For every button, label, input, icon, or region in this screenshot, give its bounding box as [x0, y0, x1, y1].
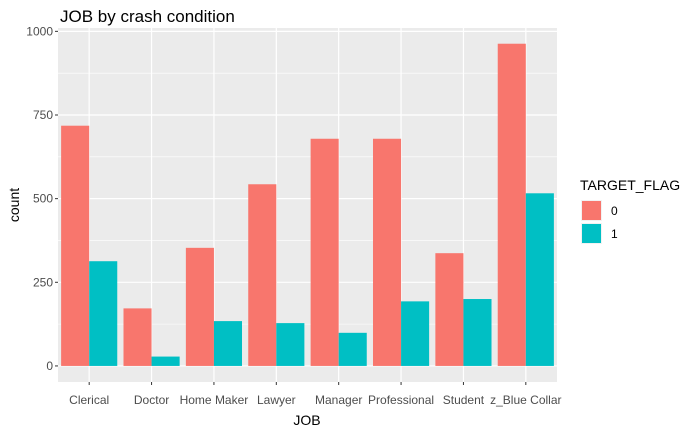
x-tick-label: Lawyer	[257, 393, 296, 407]
bar-student-series-0	[435, 253, 464, 366]
x-tick-label: Student	[443, 393, 485, 407]
bar-doctor-series-1	[151, 356, 180, 366]
legend-swatch-1	[582, 224, 601, 243]
legend-label-0: 0	[611, 204, 618, 218]
bar-manager-series-1	[338, 332, 367, 366]
bar-student-series-1	[463, 299, 492, 366]
x-tick-label: Professional	[368, 393, 434, 407]
y-tick-label: 0	[46, 359, 53, 373]
y-tick-label: 750	[33, 108, 53, 122]
legend: TARGET_FLAG 0 1	[580, 177, 680, 244]
bar-clerical-series-0	[61, 125, 90, 366]
bar-z-blue-collar-series-0	[497, 43, 526, 366]
bar-lawyer-series-1	[276, 323, 305, 366]
x-tick-label: z_Blue Collar	[490, 393, 561, 407]
y-tick-label: 500	[33, 192, 53, 206]
bar-home-maker-series-1	[213, 321, 243, 366]
bars	[61, 43, 554, 366]
y-tick-label: 250	[33, 275, 53, 289]
chart-title: JOB by crash condition	[60, 7, 235, 26]
axis-ticks: 0 250 500 750 1000 Clerical Doctor Home Maker La…	[26, 24, 561, 407]
bar-professional-series-0	[372, 138, 402, 366]
legend-title: TARGET_FLAG	[580, 177, 680, 193]
legend-label-1: 1	[611, 227, 618, 241]
x-tick-label: Home Maker	[180, 393, 249, 407]
bar-professional-series-1	[401, 301, 430, 366]
bar-lawyer-series-0	[248, 184, 277, 366]
y-axis-title: count	[6, 188, 22, 222]
x-tick-label: Doctor	[134, 393, 169, 407]
bar-z-blue-collar-series-1	[525, 193, 554, 366]
x-tick-label: Manager	[315, 393, 362, 407]
bar-home-maker-series-0	[185, 247, 214, 366]
bar-clerical-series-1	[89, 261, 118, 366]
x-tick-label: Clerical	[69, 393, 109, 407]
y-tick-label: 1000	[26, 24, 53, 38]
bar-doctor-series-0	[123, 308, 152, 366]
legend-swatch-0	[582, 201, 601, 220]
bar-manager-series-0	[310, 138, 339, 366]
x-axis-title: JOB	[293, 412, 320, 428]
